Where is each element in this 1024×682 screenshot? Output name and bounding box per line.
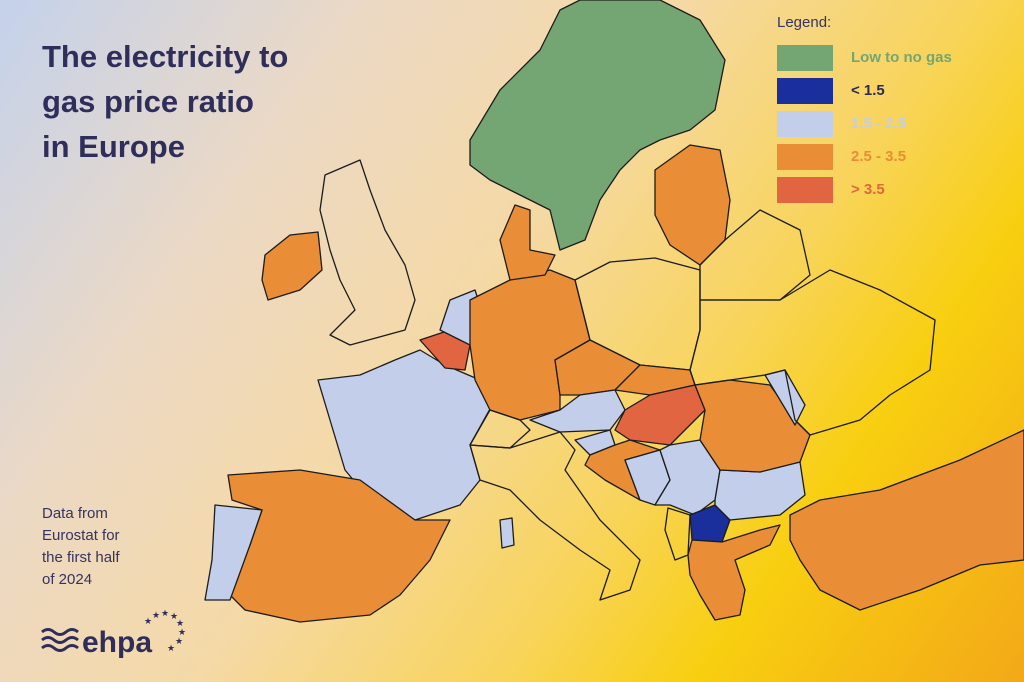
svg-text:★: ★: [161, 610, 169, 619]
region-austria: [529, 389, 626, 433]
legend-label: Low to no gas: [851, 49, 952, 66]
legend-label: > 3.5: [851, 181, 885, 198]
region-albania: [664, 507, 691, 561]
legend-label: 2.5 - 3.5: [851, 148, 907, 165]
legend-item: 2.5 - 3.5: [777, 140, 952, 173]
region-corsica: [499, 517, 515, 549]
region-serbia: [654, 439, 721, 516]
svg-text:★: ★: [175, 637, 183, 647]
legend-swatch: [777, 44, 833, 71]
region-italy: [469, 431, 641, 601]
region-ukraine: [689, 269, 936, 436]
legend-swatch: [777, 110, 833, 137]
svg-text:★: ★: [176, 619, 184, 629]
legend-item: Low to no gas: [777, 41, 952, 74]
source-line: of 2024: [42, 571, 93, 588]
svg-text:★: ★: [167, 644, 175, 654]
region-germany: [469, 269, 591, 421]
legend-item: 1.5 - 2.5: [777, 107, 952, 140]
page-title: The electricity to gas price ratio in Eu…: [42, 34, 288, 169]
title-line: The electricity to: [42, 39, 289, 74]
region-north-macedonia: [689, 504, 731, 543]
region-scandinavia: [469, 0, 726, 251]
region-turkey: [789, 429, 1024, 611]
legend-label: 1.5 - 2.5: [851, 115, 907, 132]
svg-text:★: ★: [170, 612, 178, 622]
legend-swatch: [777, 77, 833, 104]
region-united-kingdom: [319, 159, 416, 346]
region-ireland: [261, 231, 323, 301]
legend-swatch: [777, 176, 833, 203]
legend-title: Legend:: [777, 14, 832, 31]
title-line: gas price ratio: [42, 84, 254, 119]
source-note: Data from Eurostat for the first half of…: [42, 503, 152, 591]
region-denmark: [499, 204, 556, 281]
svg-text:★: ★: [144, 617, 152, 627]
waves-icon: [41, 628, 79, 652]
legend-swatch: [777, 143, 833, 170]
region-greece: [687, 524, 781, 621]
legend-item: > 3.5: [777, 173, 952, 206]
source-line: Eurostat for: [42, 527, 120, 544]
legend-label: < 1.5: [851, 82, 885, 99]
legend: Legend: Low to no gas < 1.5 1.5 - 2.5 2.5 -…: [777, 14, 952, 206]
title-line: in Europe: [42, 129, 185, 164]
legend-item: < 1.5: [777, 74, 952, 107]
region-hungary: [614, 384, 706, 446]
ehpa-logo: ehpa ★ ★ ★ ★ ★ ★ ★ ★: [40, 609, 190, 665]
stars-icon: ★★ ★ ★★★★★: [144, 609, 186, 654]
region-portugal: [204, 504, 263, 601]
svg-text:★: ★: [152, 611, 160, 621]
source-line: the first half: [42, 549, 120, 566]
svg-text:ehpa: ehpa: [82, 626, 152, 659]
source-line: Data from: [42, 505, 108, 522]
svg-text:★: ★: [178, 628, 186, 638]
